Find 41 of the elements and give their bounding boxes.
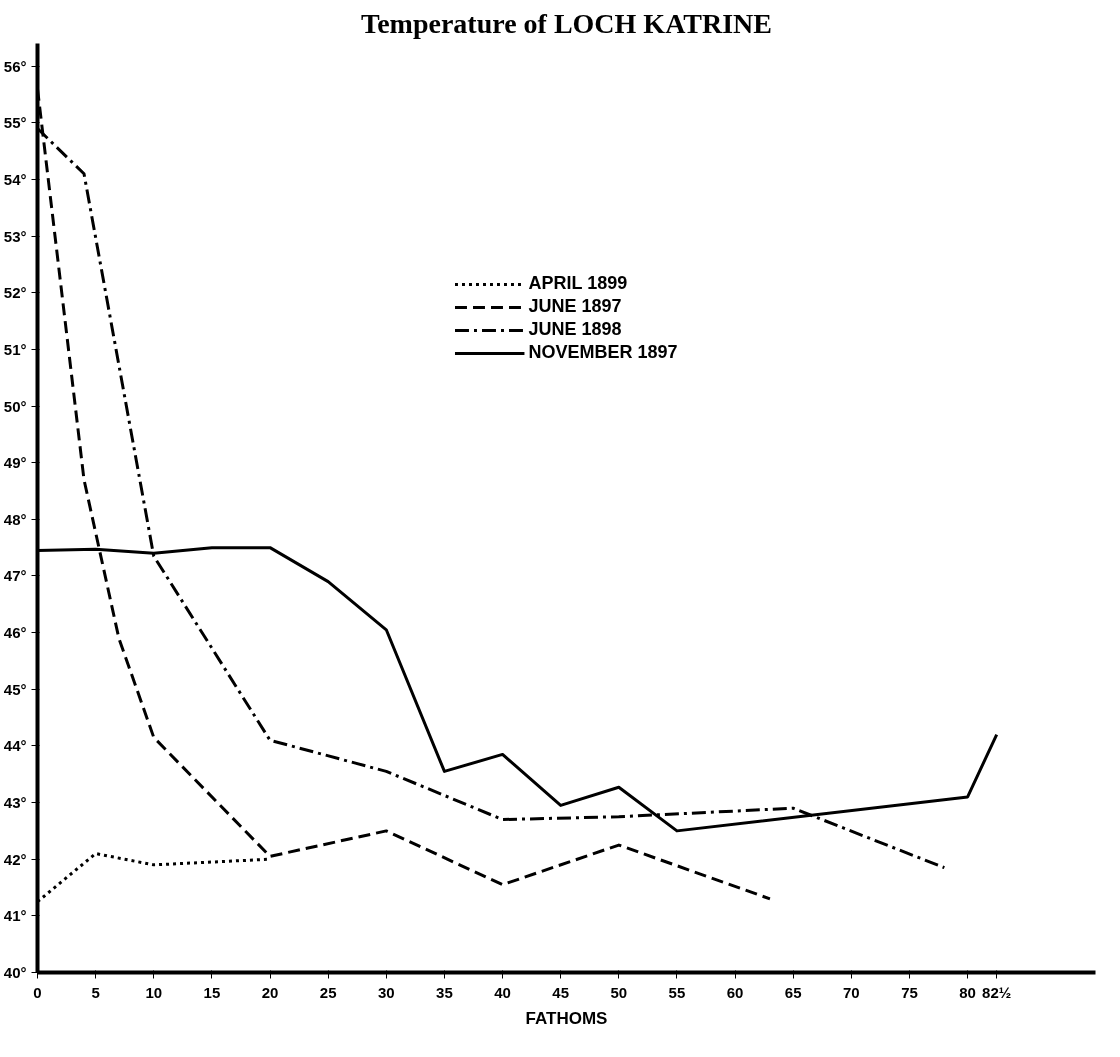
x-tick-label: 40 [494, 983, 511, 1001]
y-tick-label: 54° [3, 170, 27, 188]
legend-label: NOVEMBER 1897 [528, 342, 678, 363]
x-tick-label: 5 [91, 983, 100, 1001]
y-tick-label: 46° [3, 624, 27, 642]
chart-title: Temperature of LOCH KATRINE [361, 7, 772, 39]
x-tick-label: 20 [261, 983, 279, 1001]
x-tick-label: 65 [784, 983, 802, 1001]
x-tick-label: 82½ [982, 983, 1012, 1001]
legend-label: JUNE 1897 [528, 296, 622, 317]
x-tick-label: 10 [145, 983, 163, 1001]
y-tick-label: 44° [3, 737, 27, 755]
x-tick-label: 55 [668, 983, 686, 1001]
x-tick-label: 45 [552, 983, 570, 1001]
x-tick-label: 25 [319, 983, 337, 1001]
y-tick-label: 50° [3, 397, 27, 415]
y-tick-label: 47° [3, 567, 27, 585]
y-tick-label: 45° [3, 680, 27, 698]
y-tick-label: 43° [3, 794, 27, 812]
y-tick-label: 41° [3, 907, 27, 925]
x-tick-label: 60 [726, 983, 744, 1001]
x-tick-label: 0 [33, 983, 42, 1001]
y-tick-label: 53° [3, 227, 27, 245]
x-tick-label: 30 [377, 983, 395, 1001]
y-tick-label: 52° [3, 284, 27, 302]
x-tick-label: 70 [843, 983, 860, 1001]
y-tick-label: 55° [3, 114, 27, 132]
x-axis-title: FATHOMS [525, 1008, 608, 1028]
x-tick-label: 50 [610, 983, 628, 1001]
legend-label: APRIL 1899 [528, 273, 628, 294]
y-tick-label: 49° [3, 454, 27, 472]
y-tick-label: 51° [3, 340, 27, 358]
y-tick-label: 48° [3, 510, 27, 528]
y-tick-label: 42° [3, 850, 27, 868]
x-tick-label: 75 [901, 983, 918, 1001]
y-tick-label: 40° [3, 964, 27, 981]
y-tick-label: 56° [3, 57, 27, 75]
x-tick-label: 15 [203, 983, 221, 1001]
x-tick-label: 80 [959, 983, 976, 1001]
x-tick-label: 35 [436, 983, 453, 1001]
legend-label: JUNE 1898 [528, 319, 622, 340]
